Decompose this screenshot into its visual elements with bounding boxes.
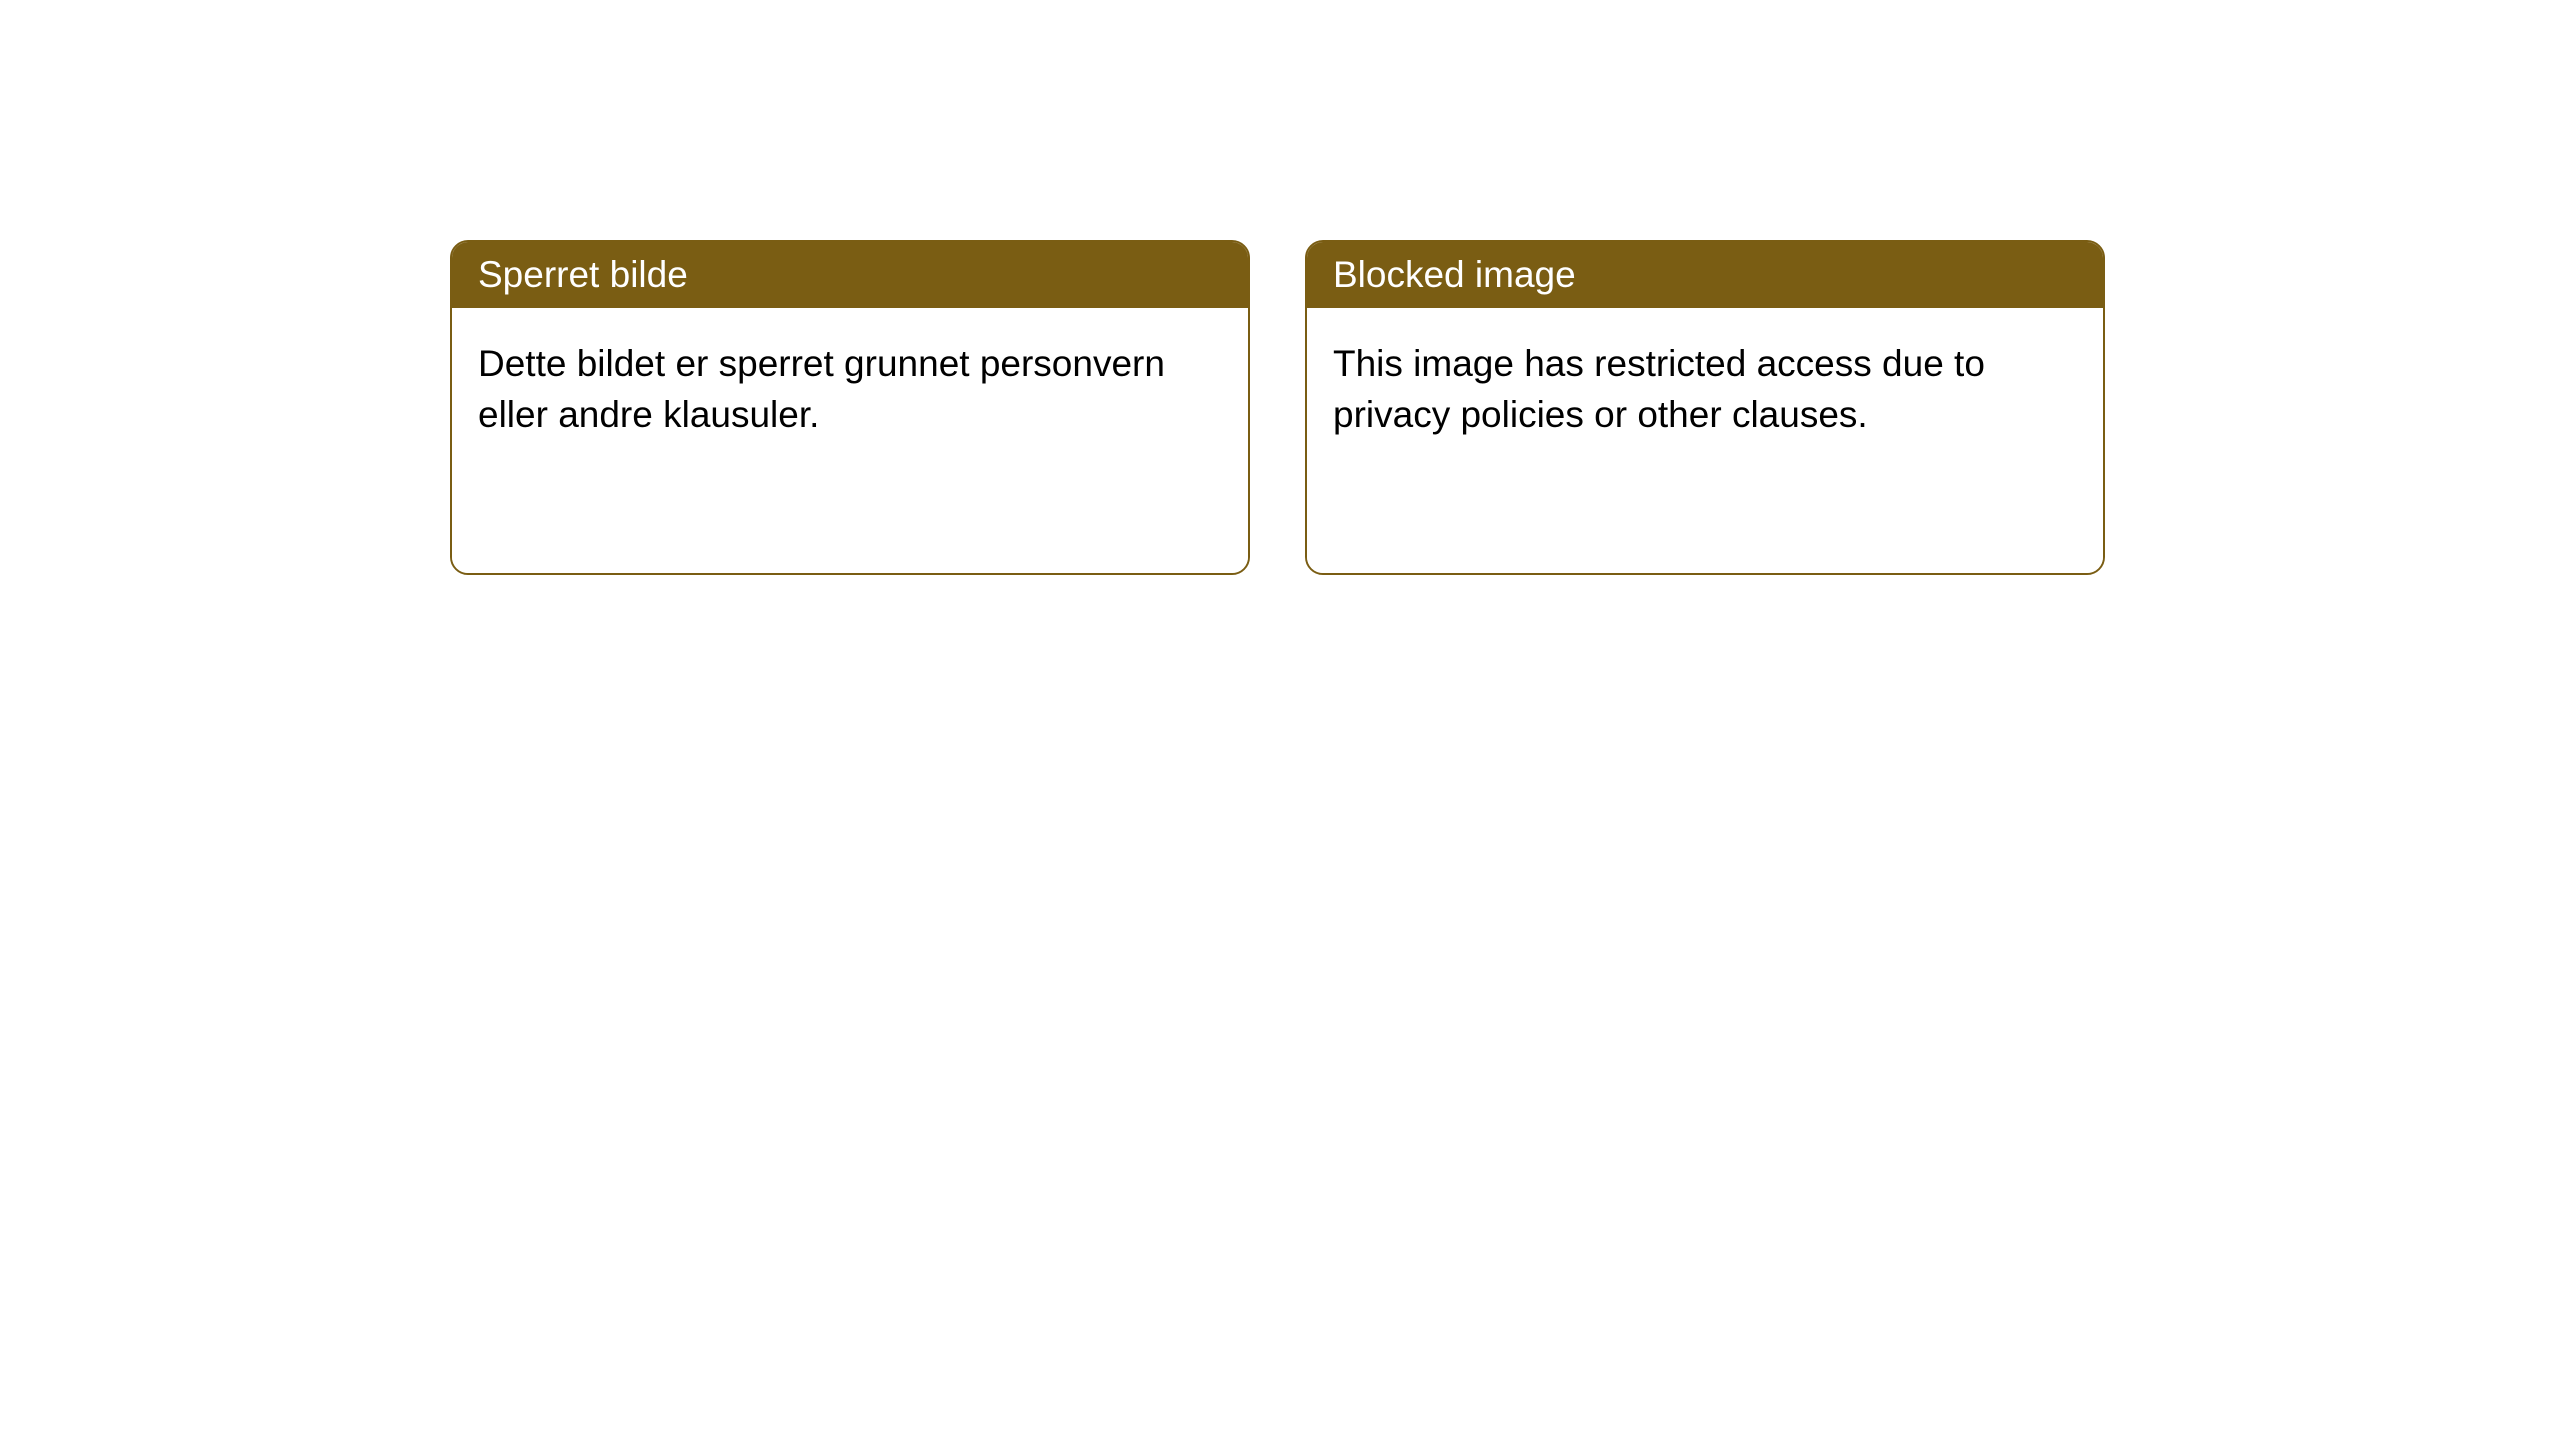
notice-card-norwegian: Sperret bilde Dette bildet er sperret gr… [450,240,1250,575]
card-body: This image has restricted access due to … [1307,308,2103,573]
card-header: Sperret bilde [452,242,1248,308]
card-body-text: Dette bildet er sperret grunnet personve… [478,343,1165,435]
notice-container: Sperret bilde Dette bildet er sperret gr… [450,240,2105,575]
card-title: Sperret bilde [478,254,688,295]
card-body: Dette bildet er sperret grunnet personve… [452,308,1248,573]
card-header: Blocked image [1307,242,2103,308]
card-title: Blocked image [1333,254,1576,295]
card-body-text: This image has restricted access due to … [1333,343,1985,435]
notice-card-english: Blocked image This image has restricted … [1305,240,2105,575]
